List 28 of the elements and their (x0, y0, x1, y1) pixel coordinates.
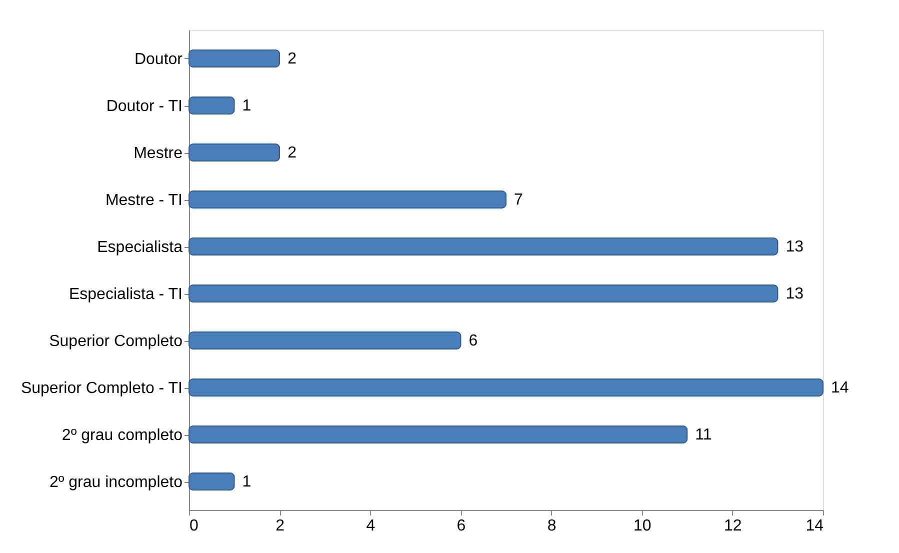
y-tick-label: Superior Completo - TI (20, 380, 182, 397)
x-tick-label: 4 (366, 518, 376, 534)
data-label: 1 (242, 474, 252, 490)
y-tick-label: Doutor - TI (106, 98, 182, 115)
y-tick-label: 2º grau incompleto (49, 474, 183, 491)
data-label: 6 (468, 332, 478, 350)
y-tick-label: Especialista - TI (68, 286, 182, 303)
y-tick-label: Superior Completo (49, 333, 183, 350)
x-tick-label: 2 (276, 518, 285, 534)
data-label: 7 (514, 192, 523, 208)
data-label: 13 (786, 286, 804, 302)
x-tick-label: 6 (456, 518, 466, 534)
data-label: 11 (695, 426, 712, 444)
data-label: 13 (786, 238, 804, 256)
y-tick-label: Mestre (134, 145, 183, 162)
data-label: 14 (831, 380, 849, 396)
x-tick-label: 8 (547, 518, 556, 534)
x-tick-label: 12 (724, 518, 742, 534)
y-tick-label: Mestre - TI (105, 192, 182, 209)
y-tick-label: Especialista (97, 239, 183, 256)
y-tick-label: Doutor (134, 51, 184, 68)
x-tick-label: 14 (806, 518, 824, 534)
x-tick-label: 10 (633, 518, 652, 534)
data-label: 2 (288, 144, 297, 162)
y-tick-label: 2º grau completo (62, 427, 183, 444)
data-label: 1 (242, 98, 252, 114)
x-tick-label: 0 (190, 518, 198, 534)
data-label: 2 (288, 50, 297, 68)
